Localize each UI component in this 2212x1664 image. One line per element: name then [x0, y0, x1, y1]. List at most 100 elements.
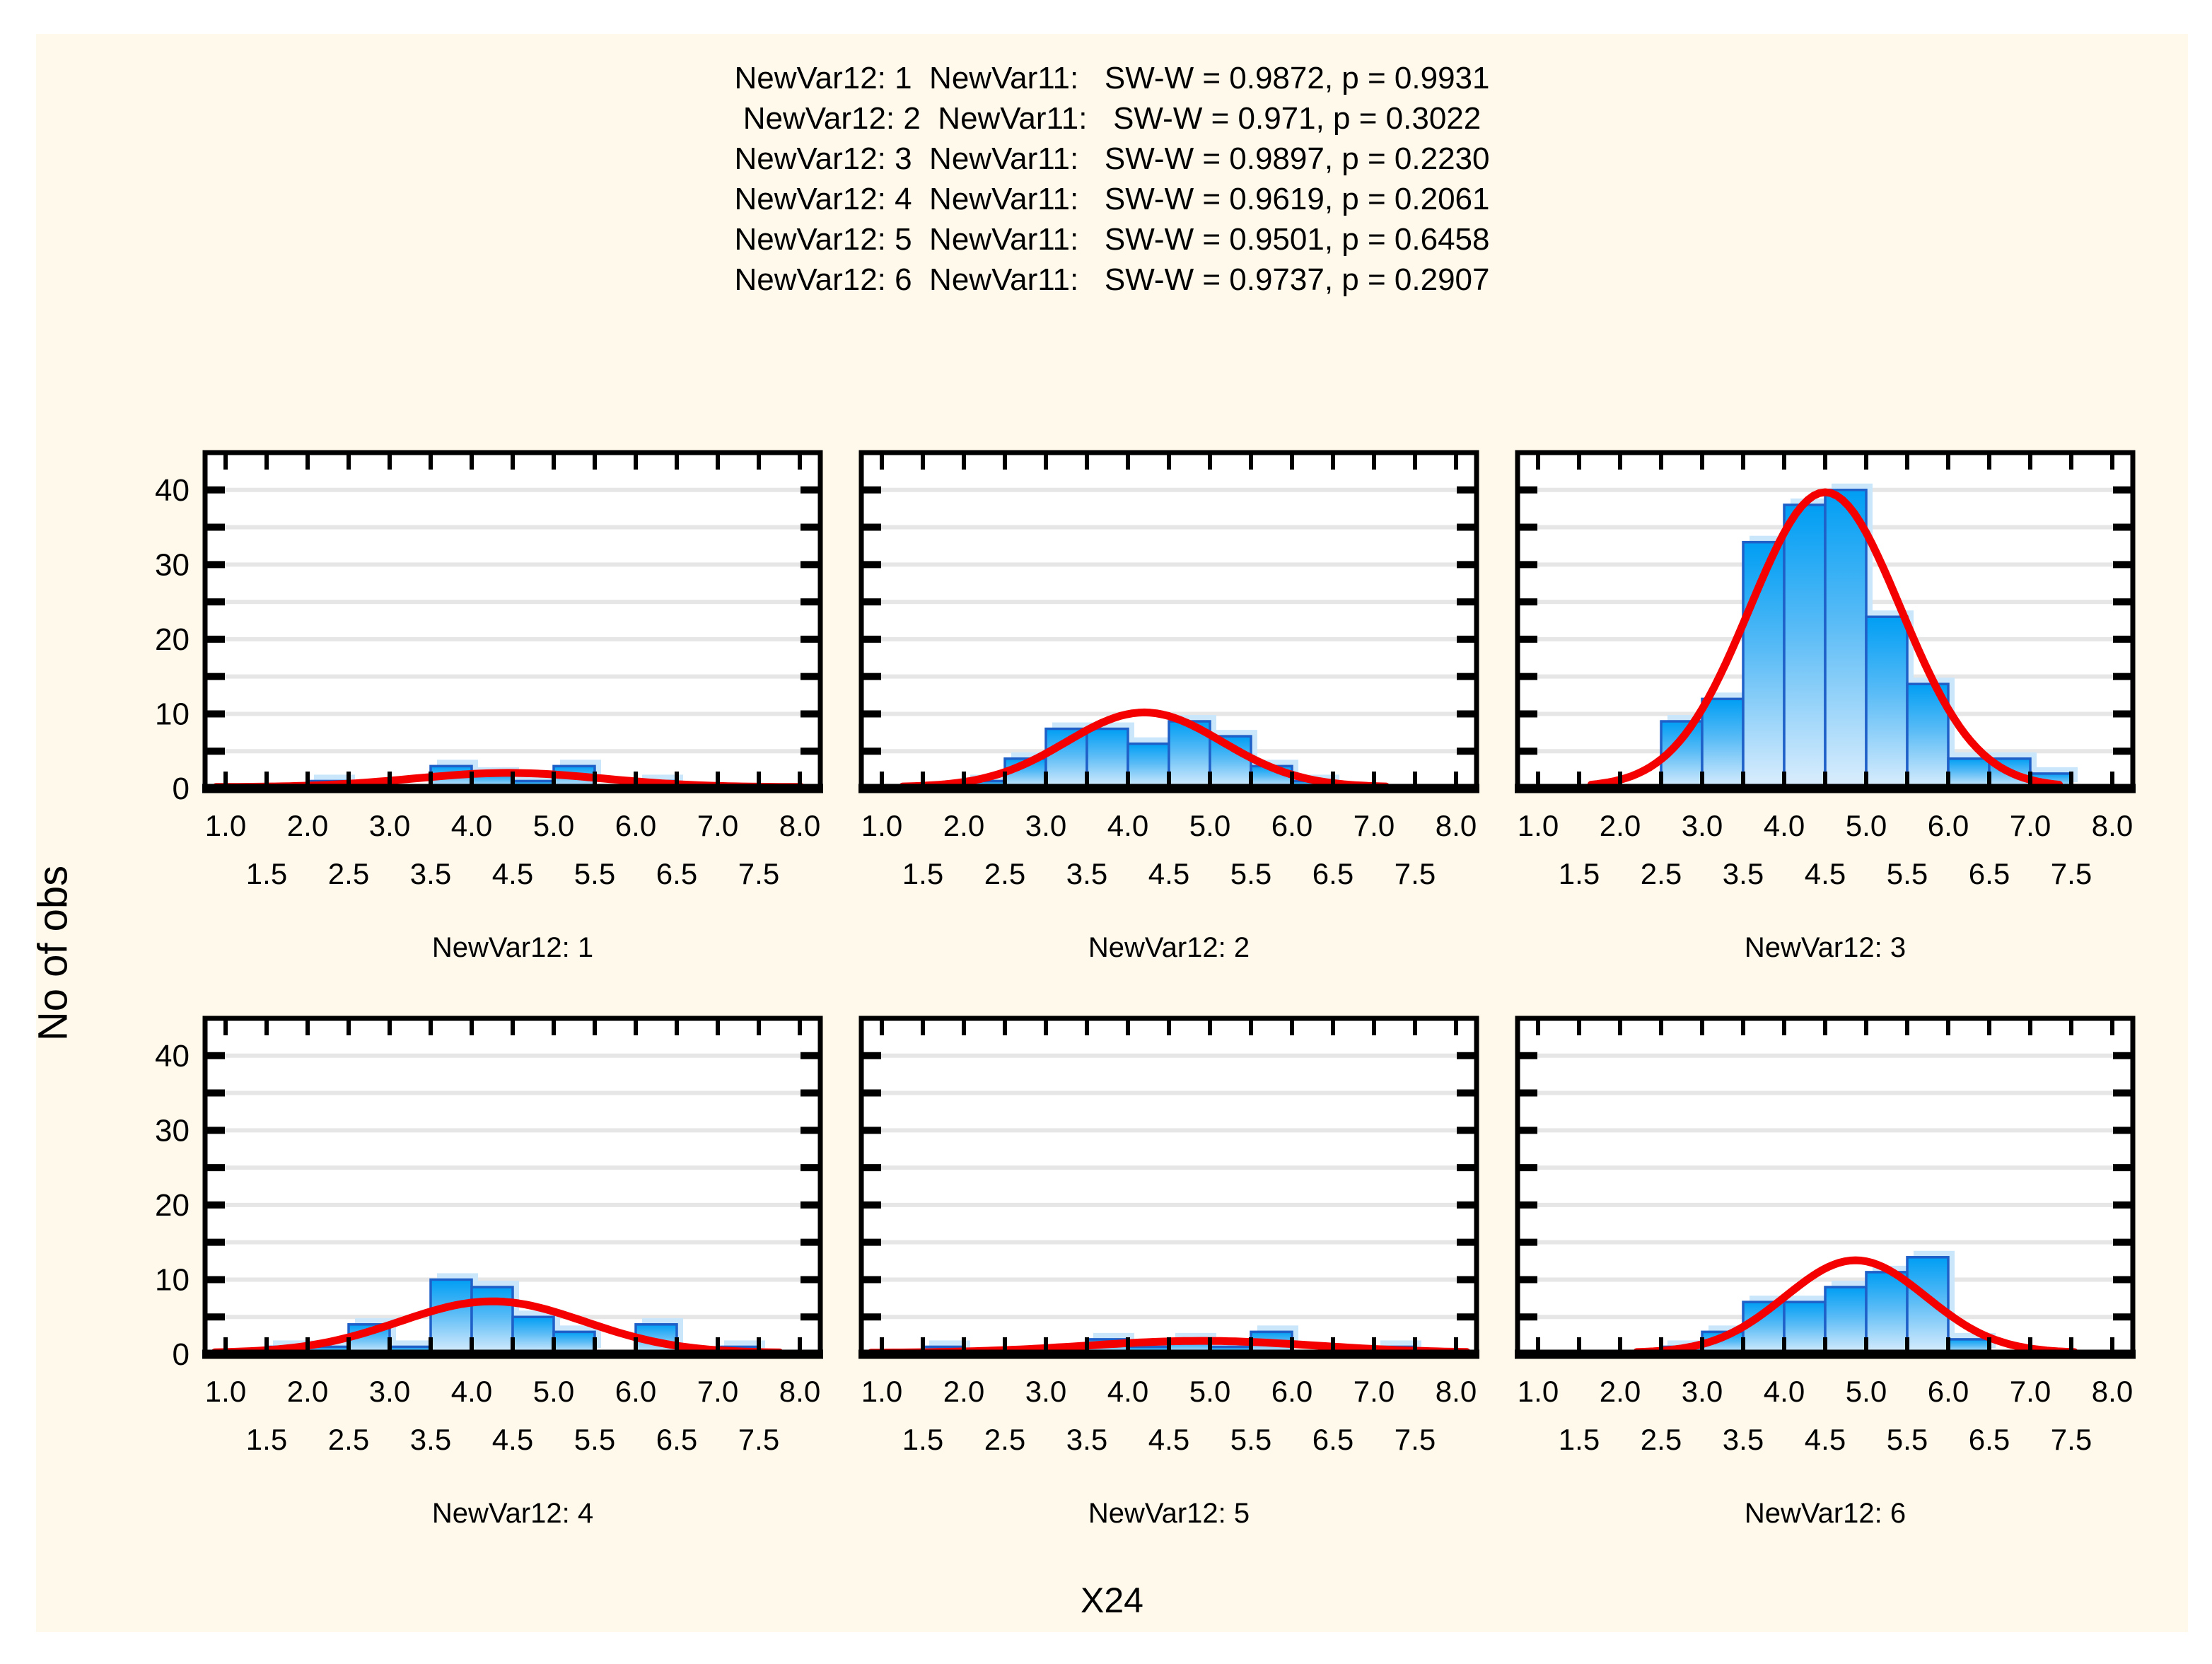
- histogram-bar: [429, 1278, 473, 1356]
- x-tick-label-stagger: 6.5: [1312, 1423, 1354, 1456]
- x-tick-label-stagger: 5.5: [1230, 1423, 1271, 1456]
- x-tick-label: 3.0: [369, 1375, 410, 1408]
- x-tick-label: 6.0: [1271, 1375, 1312, 1408]
- sw-test-result-line: NewVar12: 5 NewVar11: SW-W = 0.9501, p =…: [734, 222, 1490, 257]
- x-tick-label: 6.0: [615, 809, 656, 842]
- x-tick-label: 4.0: [1764, 809, 1805, 842]
- panel-caption: NewVar12: 5: [1088, 1498, 1250, 1529]
- x-tick-label-stagger: 1.5: [246, 857, 287, 890]
- x-tick-label: 8.0: [1436, 1375, 1477, 1408]
- x-tick-label-stagger: 6.5: [1969, 857, 2010, 890]
- y-tick-label: 30: [155, 547, 190, 582]
- x-tick-label: 3.0: [1682, 809, 1723, 842]
- x-tick-label: 4.0: [1107, 809, 1148, 842]
- histogram-bar-shadow: [314, 774, 355, 782]
- x-tick-label: 5.0: [533, 1375, 574, 1408]
- y-tick-label: 40: [155, 473, 190, 508]
- histogram-bar: [1824, 1286, 1868, 1356]
- x-tick-label-stagger: 2.5: [1641, 1423, 1682, 1456]
- histogram-panel-6: 1.0 2.0 3.0 4.0 5.0 6.0 7.0 8.0 1.5 2.5 3.5 4.5 5.5 6…: [1515, 1016, 2136, 1456]
- x-tick-label: 1.0: [861, 1375, 902, 1408]
- histogram-bar: [470, 1286, 514, 1356]
- x-tick-label-stagger: 7.5: [2051, 1423, 2092, 1456]
- x-tick-label-stagger: 4.5: [1148, 1423, 1189, 1456]
- x-tick-label: 2.0: [287, 1375, 328, 1408]
- x-tick-label: 5.0: [533, 809, 574, 842]
- histogram-bar: [1127, 742, 1170, 790]
- normal-curve: [1587, 488, 2063, 789]
- x-tick-label-stagger: 1.5: [902, 857, 943, 890]
- x-tick-label: 1.0: [205, 1375, 246, 1408]
- x-tick-label-stagger: 6.5: [1312, 857, 1354, 890]
- plot-area: [861, 1018, 1477, 1354]
- sw-test-result-line: NewVar12: 1 NewVar11: SW-W = 0.9872, p =…: [734, 61, 1490, 95]
- histogram-panel-1: 1.0 2.0 3.0 4.0 5.0 6.0 7.0 8.0 1.5 2.5 3.5 4.5 5.5 6…: [155, 450, 823, 890]
- histogram-bar-shadow: [929, 1340, 970, 1348]
- x-tick-label: 5.0: [1846, 1375, 1887, 1408]
- x-axis-title: X24: [1081, 1581, 1143, 1620]
- x-tick-label: 5.0: [1189, 809, 1230, 842]
- x-tick-label-stagger: 1.5: [246, 1423, 287, 1456]
- x-tick-label: 8.0: [2092, 1375, 2133, 1408]
- x-tick-label: 1.0: [1518, 809, 1559, 842]
- histogram-bar-shadow: [396, 1340, 437, 1348]
- x-tick-label: 2.0: [287, 809, 328, 842]
- x-tick-label: 1.0: [205, 809, 246, 842]
- histogram-panel-3: 1.0 2.0 3.0 4.0 5.0 6.0 7.0 8.0 1.5 2.5 3.5 4.5 5.5 6…: [1515, 450, 2136, 890]
- sw-test-result-line: NewVar12: 4 NewVar11: SW-W = 0.9619, p =…: [734, 182, 1490, 216]
- x-tick-label: 3.0: [1025, 809, 1066, 842]
- x-tick-label-stagger: 1.5: [1559, 1423, 1600, 1456]
- x-tick-label: 7.0: [697, 809, 738, 842]
- normal-curve: [899, 708, 1390, 791]
- x-tick-label: 3.0: [1682, 1375, 1723, 1408]
- panel-caption: NewVar12: 2: [1088, 932, 1250, 963]
- x-tick-label-stagger: 3.5: [1723, 1423, 1764, 1456]
- x-tick-label: 8.0: [779, 1375, 820, 1408]
- x-tick-label-stagger: 1.5: [1559, 857, 1600, 890]
- y-tick-label: 0: [173, 1337, 190, 1372]
- x-tick-label: 7.0: [2010, 1375, 2051, 1408]
- x-tick-label: 2.0: [1600, 809, 1641, 842]
- x-tick-label-stagger: 2.5: [1641, 857, 1682, 890]
- y-tick-label: 0: [173, 772, 190, 806]
- x-tick-label-stagger: 1.5: [902, 1423, 943, 1456]
- x-tick-label: 8.0: [1436, 809, 1477, 842]
- histogram-panel-5: 1.0 2.0 3.0 4.0 5.0 6.0 7.0 8.0 1.5 2.5 3.5 4.5 5.5 6…: [858, 1016, 1479, 1456]
- histogram-bar: [1085, 727, 1129, 790]
- panel-caption: NewVar12: 1: [431, 932, 594, 963]
- x-tick-label: 4.0: [451, 1375, 492, 1408]
- sw-test-result-line: NewVar12: 3 NewVar11: SW-W = 0.9897, p =…: [734, 141, 1490, 176]
- x-tick-label-stagger: 4.5: [1805, 1423, 1846, 1456]
- x-tick-label: 1.0: [861, 809, 902, 842]
- x-tick-label-stagger: 3.5: [410, 1423, 451, 1456]
- x-tick-label-stagger: 3.5: [410, 857, 451, 890]
- x-tick-label: 3.0: [369, 809, 410, 842]
- x-tick-label: 5.0: [1189, 1375, 1230, 1408]
- x-tick-label: 8.0: [779, 809, 820, 842]
- x-tick-label: 7.0: [1354, 1375, 1395, 1408]
- y-tick-label: 30: [155, 1113, 190, 1148]
- sw-test-result-line: NewVar12: 2 NewVar11: SW-W = 0.971, p = …: [743, 101, 1482, 136]
- histogram-bar: [1865, 615, 1909, 790]
- panel-caption: NewVar12: 6: [1744, 1498, 1907, 1529]
- histogram-panel-2: 1.0 2.0 3.0 4.0 5.0 6.0 7.0 8.0 1.5 2.5 3.5 4.5 5.5 6…: [858, 450, 1479, 890]
- x-tick-label: 7.0: [697, 1375, 738, 1408]
- x-tick-label: 4.0: [451, 809, 492, 842]
- x-tick-label-stagger: 7.5: [2051, 857, 2092, 890]
- x-tick-label-stagger: 3.5: [1066, 857, 1107, 890]
- y-tick-label: 20: [155, 1188, 190, 1223]
- x-tick-label-stagger: 6.5: [1969, 1423, 2010, 1456]
- x-tick-label-stagger: 2.5: [984, 857, 1025, 890]
- sw-test-header: NewVar12: 1 NewVar11: SW-W = 0.9872, p =…: [36, 58, 2188, 300]
- x-tick-label: 7.0: [1354, 809, 1395, 842]
- histogram-bar: [1824, 489, 1868, 790]
- x-tick-label: 2.0: [943, 809, 984, 842]
- panel-caption: NewVar12: 3: [1744, 932, 1907, 963]
- x-tick-label-stagger: 6.5: [656, 1423, 697, 1456]
- histogram-bar: [511, 1315, 555, 1356]
- x-tick-label: 2.0: [1600, 1375, 1641, 1408]
- x-tick-label-stagger: 5.5: [1887, 857, 1928, 890]
- x-tick-label-stagger: 5.5: [1887, 1423, 1928, 1456]
- x-tick-label: 6.0: [615, 1375, 656, 1408]
- histogram-bar-shadow: [724, 1340, 765, 1348]
